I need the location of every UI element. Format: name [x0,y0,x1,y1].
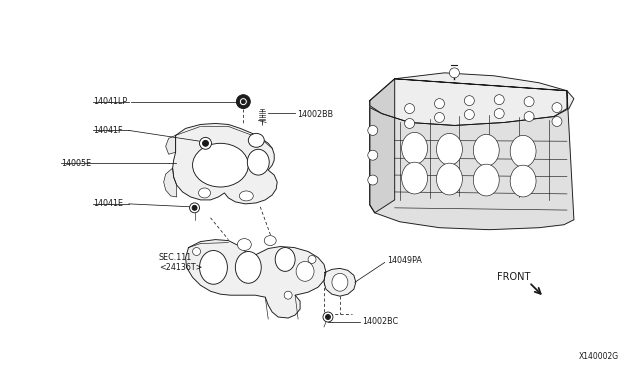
Circle shape [368,150,378,160]
Circle shape [552,116,562,126]
Polygon shape [166,135,175,154]
Ellipse shape [264,235,276,246]
Circle shape [465,110,474,119]
Circle shape [494,95,504,105]
Ellipse shape [237,238,252,250]
Text: <24136T>: <24136T> [159,263,202,272]
Circle shape [404,104,415,113]
Text: 14049PA: 14049PA [387,256,422,265]
Text: X140002G: X140002G [579,352,619,361]
Ellipse shape [200,250,227,284]
Ellipse shape [402,132,428,164]
Polygon shape [370,79,574,230]
Ellipse shape [198,188,211,198]
Circle shape [200,137,211,149]
Polygon shape [324,268,356,296]
Ellipse shape [402,162,428,194]
Ellipse shape [474,164,499,196]
Text: FRONT: FRONT [497,272,531,282]
Ellipse shape [248,134,264,147]
Ellipse shape [436,134,462,165]
Polygon shape [370,73,574,125]
Circle shape [189,203,200,213]
Text: 14041LP: 14041LP [93,97,127,106]
Ellipse shape [510,135,536,167]
Circle shape [284,291,292,299]
Circle shape [192,205,197,210]
Circle shape [552,103,562,113]
Ellipse shape [332,273,348,291]
Ellipse shape [474,134,499,166]
Ellipse shape [247,149,269,175]
Circle shape [465,96,474,106]
Circle shape [326,315,330,320]
Polygon shape [370,79,395,213]
Circle shape [368,125,378,135]
Text: 14002BB: 14002BB [297,110,333,119]
Ellipse shape [510,165,536,197]
Circle shape [241,100,245,104]
Text: SEC.111: SEC.111 [159,253,192,262]
Circle shape [524,97,534,107]
Polygon shape [164,168,177,197]
Text: 14041F: 14041F [93,126,122,135]
Circle shape [308,256,316,263]
Text: 14002BC: 14002BC [362,317,398,327]
Circle shape [435,113,444,122]
Circle shape [323,312,333,322]
Ellipse shape [436,163,462,195]
Circle shape [404,119,415,128]
Ellipse shape [239,191,253,201]
Text: 14041E: 14041E [93,199,123,208]
Circle shape [494,109,504,119]
Circle shape [524,112,534,122]
Circle shape [193,247,200,256]
Ellipse shape [193,143,248,187]
Circle shape [239,98,247,106]
Circle shape [449,68,460,78]
Circle shape [368,175,378,185]
Ellipse shape [296,262,314,281]
Ellipse shape [236,251,261,283]
Circle shape [236,95,250,109]
Circle shape [435,99,444,109]
Ellipse shape [275,247,295,271]
Polygon shape [173,124,277,204]
Polygon shape [186,240,326,318]
Text: 14005E: 14005E [61,159,92,168]
Circle shape [202,140,209,146]
